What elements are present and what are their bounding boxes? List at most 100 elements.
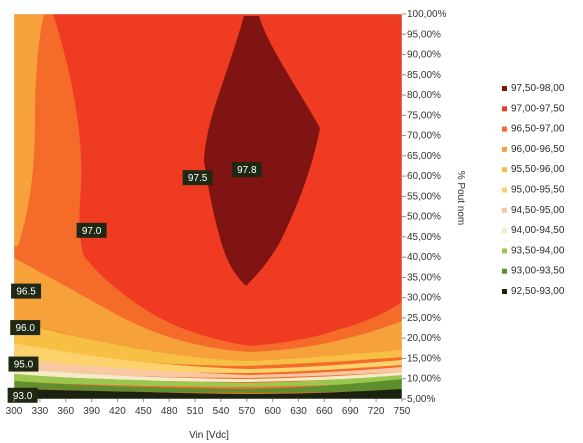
legend-label: 95,50-96,00 (511, 164, 565, 175)
contour-label-text: 93.0 (13, 391, 33, 402)
y-axis-tick-group: 100,00% 95,00% 90,00% 85,00% 80,00% 75,00% 70,… (402, 9, 447, 405)
y-axis-tick-label: 90,00% (407, 50, 441, 61)
y-axis-tick-label: 95,00% (407, 29, 441, 40)
x-axis-tick-label: 570 (238, 406, 255, 417)
x-axis-tick-label: 720 (368, 406, 385, 417)
y-axis-tick-label: 5,00% (407, 394, 435, 405)
y-axis-tick-label: 55,00% (407, 191, 441, 202)
contour-band-95-0-95-5 (14, 343, 402, 373)
x-axis-tick-label: 510 (187, 406, 204, 417)
contour-band-92-5-93-0 (14, 389, 402, 399)
contour-label-text: 97.5 (188, 173, 208, 184)
contour-band-94-0-94-5 (14, 369, 402, 382)
y-axis-tick-label: 40,00% (407, 252, 441, 263)
contour-label: 97.0 (76, 222, 107, 238)
y-axis-tick-label: 30,00% (407, 293, 441, 304)
legend-swatch (502, 248, 507, 254)
x-axis-tick-label: 330 (32, 406, 49, 417)
legend-label: 92,50-93,00 (511, 286, 565, 297)
legend-item: 96,50-97,00 (502, 124, 565, 135)
legend-label: 94,50-95,00 (511, 205, 565, 216)
y-axis-tick-label: 75,00% (407, 110, 441, 121)
plot-area (14, 14, 402, 399)
contour-label-text: 97.0 (82, 226, 102, 237)
y-axis-tick-label: 50,00% (407, 212, 441, 223)
y-axis-tick-label: 80,00% (407, 90, 441, 101)
contour-band-97-5-98-0 (204, 16, 320, 286)
x-axis-tick-label: 540 (213, 406, 230, 417)
contour-label-text: 97.8 (237, 165, 257, 176)
y-axis-tick-label: 65,00% (407, 151, 441, 162)
x-axis-tick-group: 300 330 360 390 420 450 480 510 540 570 600 630 660 6… (6, 399, 411, 417)
legend-swatch (502, 268, 507, 274)
legend-label: 94,00-94,50 (511, 225, 565, 236)
legend-label: 93,00-93,50 (511, 266, 565, 277)
legend-label: 97,50-98,00 (511, 83, 565, 94)
contour-band-93-0-93-5 (14, 379, 402, 393)
legend-label: 96,00-96,50 (511, 144, 565, 155)
legend-swatch (502, 146, 507, 152)
x-axis-tick-label: 690 (342, 406, 359, 417)
x-axis-tick-label: 600 (264, 406, 281, 417)
contour-label-box (10, 320, 41, 336)
contour-label: 96.5 (11, 283, 42, 299)
y-axis-tick-label: 85,00% (407, 70, 441, 81)
contour-label-group: 97.8 97.5 97.0 96.5 96.0 95.0 93.0 (7, 162, 262, 403)
contour-band-93-5-94-0 (14, 374, 402, 387)
y-axis-tick-label: 45,00% (407, 232, 441, 243)
contour-label-text: 96.5 (16, 287, 36, 298)
contour-label-text: 96.0 (15, 323, 35, 334)
x-axis-tick-label: 390 (83, 406, 100, 417)
y-axis-tick-label: 70,00% (407, 131, 441, 142)
y-axis-tick-label: 60,00% (407, 171, 441, 182)
contour-label: 93.0 (7, 387, 38, 403)
contour-label-box (231, 162, 262, 178)
x-axis-tick-label: 750 (394, 406, 411, 417)
y-axis-tick-label: 100,00% (407, 9, 447, 20)
legend-item: 97,50-98,00 (502, 83, 565, 94)
contour-label: 96.0 (10, 320, 41, 336)
legend-swatch (502, 228, 507, 234)
y-axis-tick-label: 10,00% (407, 374, 441, 385)
legend-swatch (502, 126, 507, 132)
contour-band-95-5-96-0 (14, 321, 402, 366)
legend-swatch (502, 167, 507, 173)
legend-swatch (502, 86, 507, 91)
x-axis-tick-label: 300 (6, 406, 23, 417)
x-axis-tick-label: 420 (109, 406, 126, 417)
legend-item: 94,00-94,50 (502, 225, 565, 236)
legend-item: 93,00-93,50 (502, 266, 565, 277)
contour-band-96-5-97-0-left-shade (14, 14, 44, 246)
x-axis-tick-label: 630 (290, 406, 307, 417)
contour-band-94-5-95-0 (14, 358, 402, 378)
legend-item: 95,50-96,00 (502, 164, 565, 175)
x-axis-tick-label: 660 (316, 406, 333, 417)
contour-label-box (182, 170, 213, 186)
legend-label: 96,50-97,00 (511, 124, 565, 135)
y-axis-tick-label: 35,00% (407, 272, 441, 283)
contour-label-box (11, 283, 42, 299)
legend-item: 96,00-96,50 (502, 144, 565, 155)
y-axis-tick-label: 15,00% (407, 353, 441, 364)
legend-swatch (502, 289, 507, 294)
legend-item: 97,00-97,50 (502, 103, 565, 114)
contour-label-box (76, 222, 107, 238)
legend: 97,50-98,00 97,00-97,50 96,50-97,00 96,00-9… (502, 83, 565, 297)
y-axis-tick-label: 20,00% (407, 333, 441, 344)
legend-swatch (502, 106, 507, 112)
x-axis-title: Vin [Vdc] (189, 430, 229, 441)
legend-item: 94,50-95,00 (502, 205, 565, 216)
contour-label: 97.5 (182, 170, 213, 186)
contour-label-text: 95.0 (14, 360, 34, 371)
legend-item: 93,50-94,00 (502, 245, 565, 256)
legend-item: 95,00-95,50 (502, 185, 565, 196)
legend-item: 92,50-93,00 (502, 286, 565, 297)
legend-label: 95,00-95,50 (511, 185, 565, 196)
y-axis-title: % Pout nom (455, 171, 466, 225)
contour-band-96-0-96-5 (14, 258, 402, 361)
contour-label-box (7, 387, 38, 403)
legend-label: 97,00-97,50 (511, 103, 565, 114)
legend-swatch (502, 187, 507, 193)
